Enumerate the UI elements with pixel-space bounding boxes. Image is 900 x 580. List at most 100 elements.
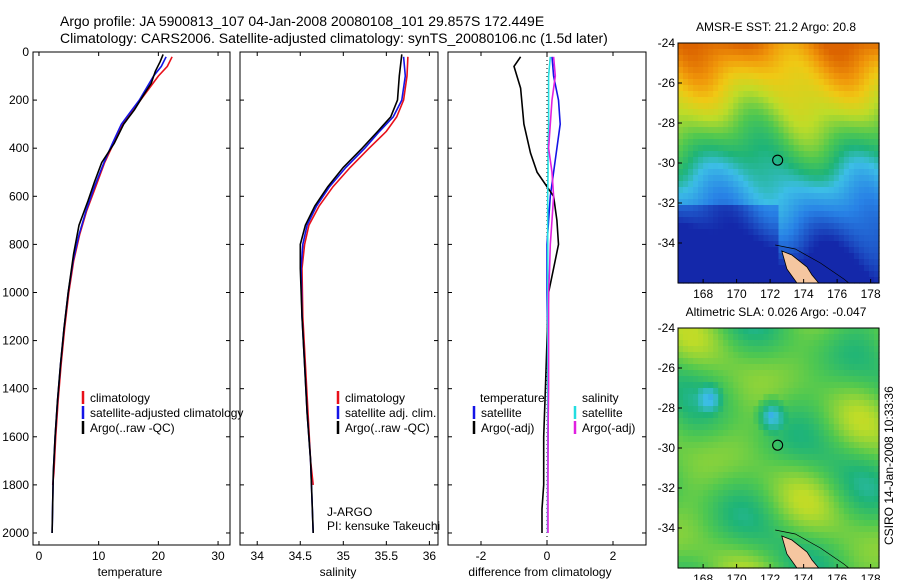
map-cell — [873, 370, 880, 377]
map-cell — [763, 235, 770, 242]
map-cell — [843, 496, 850, 503]
map-cell — [768, 139, 775, 146]
map-cell — [748, 169, 754, 176]
map-cell — [863, 79, 870, 86]
lon-tick-label: 172 — [760, 287, 780, 301]
map-cell — [798, 430, 805, 437]
map-cell — [833, 139, 840, 146]
map-cell — [808, 223, 815, 230]
map-cell — [728, 115, 734, 122]
map-cell — [738, 406, 744, 413]
map-cell — [698, 91, 704, 98]
map-cell — [803, 175, 810, 182]
map-cell — [728, 235, 734, 242]
map-cell — [853, 175, 860, 182]
map-cell — [753, 346, 760, 353]
map-cell — [843, 514, 850, 521]
map-cell — [818, 406, 825, 413]
map-cell — [698, 151, 704, 158]
map-cell — [798, 346, 805, 353]
map-cell — [868, 412, 875, 419]
map-cell — [823, 382, 830, 389]
map-cell — [743, 550, 749, 557]
map-cell — [688, 352, 694, 359]
map-cell — [858, 454, 865, 461]
map-cell — [828, 127, 835, 134]
map-cell — [853, 265, 860, 272]
map-cell — [818, 538, 825, 545]
map-cell — [858, 247, 865, 254]
map-cell — [823, 412, 830, 419]
map-cell — [758, 151, 765, 158]
map-cell — [698, 259, 704, 266]
map-cell — [748, 217, 754, 224]
map-cell — [858, 352, 865, 359]
map-cell — [723, 430, 729, 437]
map-cell — [803, 412, 810, 419]
map-cell — [713, 436, 719, 443]
map-cell — [873, 406, 880, 413]
map-cell — [798, 490, 805, 497]
map-cell — [763, 484, 770, 491]
map-cell — [748, 526, 754, 533]
map-cell — [708, 436, 714, 443]
map-cell — [723, 538, 729, 545]
map-cell — [728, 271, 734, 278]
map-cell — [758, 370, 765, 377]
map-cell — [848, 223, 855, 230]
diff-legend-temp-head: temperature — [480, 391, 545, 405]
map-cell — [848, 121, 855, 128]
map-cell — [858, 382, 865, 389]
map-cell — [783, 508, 790, 515]
map-cell — [773, 133, 780, 140]
map-cell — [753, 406, 760, 413]
map-cell — [858, 436, 865, 443]
diff-legend-temp-sat: satellite — [481, 406, 522, 420]
map-cell — [723, 364, 729, 371]
map-cell — [763, 544, 770, 551]
map-cell — [868, 484, 875, 491]
map-cell — [723, 490, 729, 497]
map-cell — [808, 442, 815, 449]
map-cell — [753, 472, 760, 479]
map-cell — [748, 442, 754, 449]
map-cell — [788, 460, 795, 467]
lon-tick-label: 176 — [827, 287, 847, 301]
map-cell — [768, 67, 775, 74]
map-cell — [768, 514, 775, 521]
map-cell — [858, 538, 865, 545]
map-cell — [728, 394, 734, 401]
map-cell — [733, 550, 739, 557]
map-cell — [683, 556, 689, 563]
map-cell — [678, 163, 684, 170]
map-cell — [688, 448, 694, 455]
map-cell — [863, 145, 870, 152]
map-cell — [858, 211, 865, 218]
map-cell — [778, 205, 785, 212]
map-cell — [773, 340, 780, 347]
map-cell — [873, 496, 880, 503]
map-cell — [703, 430, 709, 437]
map-cell — [728, 502, 734, 509]
map-cell — [803, 163, 810, 170]
map-cell — [678, 532, 684, 539]
map-cell — [683, 55, 689, 62]
map-cell — [753, 388, 760, 395]
map-cell — [813, 502, 820, 509]
map-cell — [848, 181, 855, 188]
map-cell — [693, 526, 699, 533]
map-cell — [788, 157, 795, 164]
map-cell — [778, 472, 785, 479]
map-cell — [868, 151, 875, 158]
map-cell — [868, 364, 875, 371]
map-cell — [773, 271, 780, 278]
map-cell — [678, 400, 684, 407]
map-cell — [843, 502, 850, 509]
map-cell — [733, 538, 739, 545]
map-cell — [783, 376, 790, 383]
map-cell — [858, 532, 865, 539]
map-cell — [858, 115, 865, 122]
salinity-xtick-label: 34 — [251, 549, 265, 563]
map-cell — [778, 49, 785, 56]
lon-tick-label: 178 — [861, 287, 881, 301]
